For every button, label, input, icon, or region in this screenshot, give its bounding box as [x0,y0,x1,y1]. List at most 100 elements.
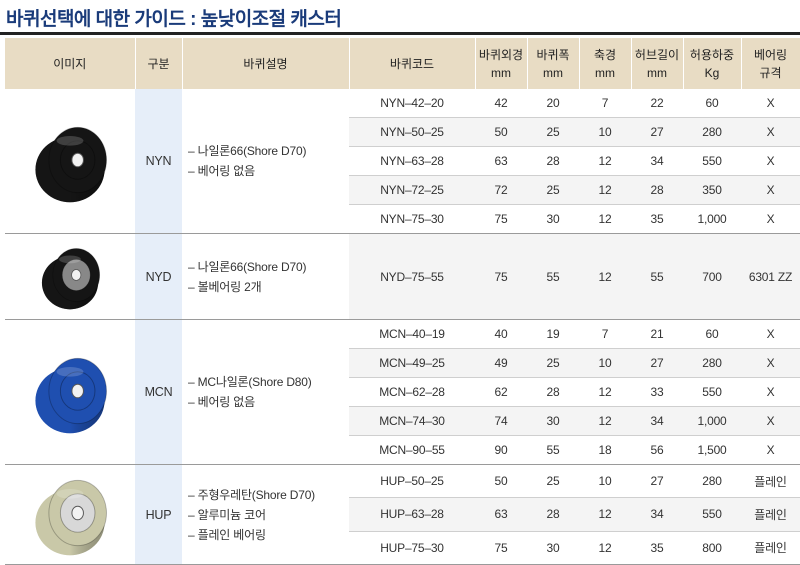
bearing-cell: X [741,319,800,349]
code-cell: NYN–42–20 [349,89,475,118]
width-cell: 28 [527,146,579,176]
wheel-spec-table: 이미지 구분 바퀴설명 바퀴코드 바퀴외경 mm 바퀴폭 mm 축경 mm 허브길이 m… [5,38,800,565]
load-cell: 350 [683,175,741,205]
bearing-cell: 플레인 [741,464,800,499]
code-cell: MCN–62–28 [349,377,475,407]
code-cell: MCN–74–30 [349,406,475,436]
hub-cell: 55 [631,233,683,320]
table-row: MCN–74–30 74 30 12 34 1,000 X [5,406,800,436]
header-width: 바퀴폭 mm [527,38,580,89]
table-row: HUP–63–28 63 28 12 34 550 플레인 [5,497,800,532]
axle-cell: 12 [579,497,631,532]
width-cell: 55 [527,435,579,465]
category-cell: NYN [135,89,182,234]
axle-cell: 12 [579,531,631,565]
table-row: MCN–49–25 49 25 10 27 280 X [5,348,800,378]
header-code: 바퀴코드 [349,38,476,89]
description-line: – 나일론66(Shore D70) [188,259,307,274]
table-row: NYN–72–25 72 25 12 28 350 X [5,175,800,205]
diameter-cell: 63 [475,497,527,532]
header-diameter: 바퀴외경 mm [475,38,528,89]
load-cell: 1,500 [683,435,741,465]
width-cell: 30 [527,406,579,436]
description-line: – 알루미늄 코어 [188,507,266,522]
bearing-cell: X [741,89,800,118]
page-title: 바퀴선택에 대한 가이드 : 높낮이조절 캐스터 [6,9,342,30]
header-hub: 허브길이 mm [631,38,684,89]
width-cell: 25 [527,464,579,499]
table-row: NYD – 나일론66(Shore D70) – 볼베어링 2개 NYD–75–55 7… [5,233,800,320]
hub-cell: 34 [631,497,683,532]
header-bearing: 베어링 규격 [741,38,800,89]
axle-cell: 12 [579,204,631,234]
load-cell: 60 [683,89,741,118]
diameter-cell: 62 [475,377,527,407]
load-cell: 60 [683,319,741,349]
bearing-cell: X [741,146,800,176]
load-cell: 280 [683,117,741,147]
width-cell: 25 [527,175,579,205]
description-cell: – 나일론66(Shore D70) – 베어링 없음 [182,89,349,234]
diameter-cell: 75 [475,531,527,565]
width-cell: 20 [527,89,579,118]
diameter-cell: 63 [475,146,527,176]
axle-cell: 12 [579,233,631,320]
axle-cell: 10 [579,348,631,378]
hub-cell: 27 [631,117,683,147]
description-line: – 나일론66(Shore D70) [188,144,307,158]
hub-cell: 27 [631,348,683,378]
code-cell: MCN–40–19 [349,319,475,349]
hub-cell: 22 [631,89,683,118]
hub-cell: 33 [631,377,683,407]
axle-cell: 10 [579,464,631,499]
width-cell: 19 [527,319,579,349]
diameter-cell: 75 [475,204,527,234]
width-cell: 55 [527,233,579,320]
description-cell: – 주형우레탄(Shore D70) – 알루미늄 코어 – 플레인 베어링 [182,464,349,565]
table-row: NYN–75–30 75 30 12 35 1,000 X [5,204,800,234]
description-line: – 주형우레탄(Shore D70) [188,487,315,502]
axle-cell: 12 [579,406,631,436]
axle-cell: 10 [579,117,631,147]
diameter-cell: 50 [475,117,527,147]
bearing-cell: X [741,348,800,378]
bearing-cell: X [741,117,800,147]
code-cell: NYN–75–30 [349,204,475,234]
description-cell: – MC나일론(Shore D80) – 베어링 없음 [182,319,349,465]
header-load: 허용하중 Kg [683,38,742,89]
bearing-cell: X [741,175,800,205]
table-row: HUP – 주형우레탄(Shore D70) – 알루미늄 코어 – 플레인 베어링 H… [5,464,800,565]
hub-cell: 34 [631,406,683,436]
diameter-cell: 50 [475,464,527,499]
category-cell: NYD [135,233,182,320]
code-cell: HUP–75–30 [349,531,475,565]
bearing-cell: X [741,406,800,436]
width-cell: 25 [527,117,579,147]
axle-cell: 18 [579,435,631,465]
code-cell: MCN–49–25 [349,348,475,378]
hub-cell: 35 [631,531,683,565]
title-divider [0,32,800,35]
wheel-image-nyn [5,89,135,234]
load-cell: 800 [683,531,741,565]
diameter-cell: 90 [475,435,527,465]
wheel-image-hup [5,464,135,565]
diameter-cell: 49 [475,348,527,378]
bearing-cell: X [741,435,800,465]
table-row: NYN – 나일론66(Shore D70) – 베어링 없음 NYN–42–20 42… [5,89,800,234]
hub-cell: 21 [631,319,683,349]
code-cell: NYD–75–55 [349,233,475,320]
width-cell: 30 [527,204,579,234]
hub-cell: 27 [631,464,683,499]
bearing-cell: 6301 ZZ [741,233,800,320]
width-cell: 28 [527,377,579,407]
description-line: – 베어링 없음 [188,164,255,178]
table-row: MCN–90–55 90 55 18 56 1,500 X [5,435,800,465]
axle-cell: 7 [579,89,631,118]
category-cell: HUP [135,464,182,565]
bearing-cell: X [741,377,800,407]
table-row: MCN–62–28 62 28 12 33 550 X [5,377,800,407]
table-header-row: 이미지 구분 바퀴설명 바퀴코드 바퀴외경 mm 바퀴폭 mm 축경 mm 허브길이 m… [5,38,800,89]
diameter-cell: 72 [475,175,527,205]
bearing-cell: X [741,204,800,234]
